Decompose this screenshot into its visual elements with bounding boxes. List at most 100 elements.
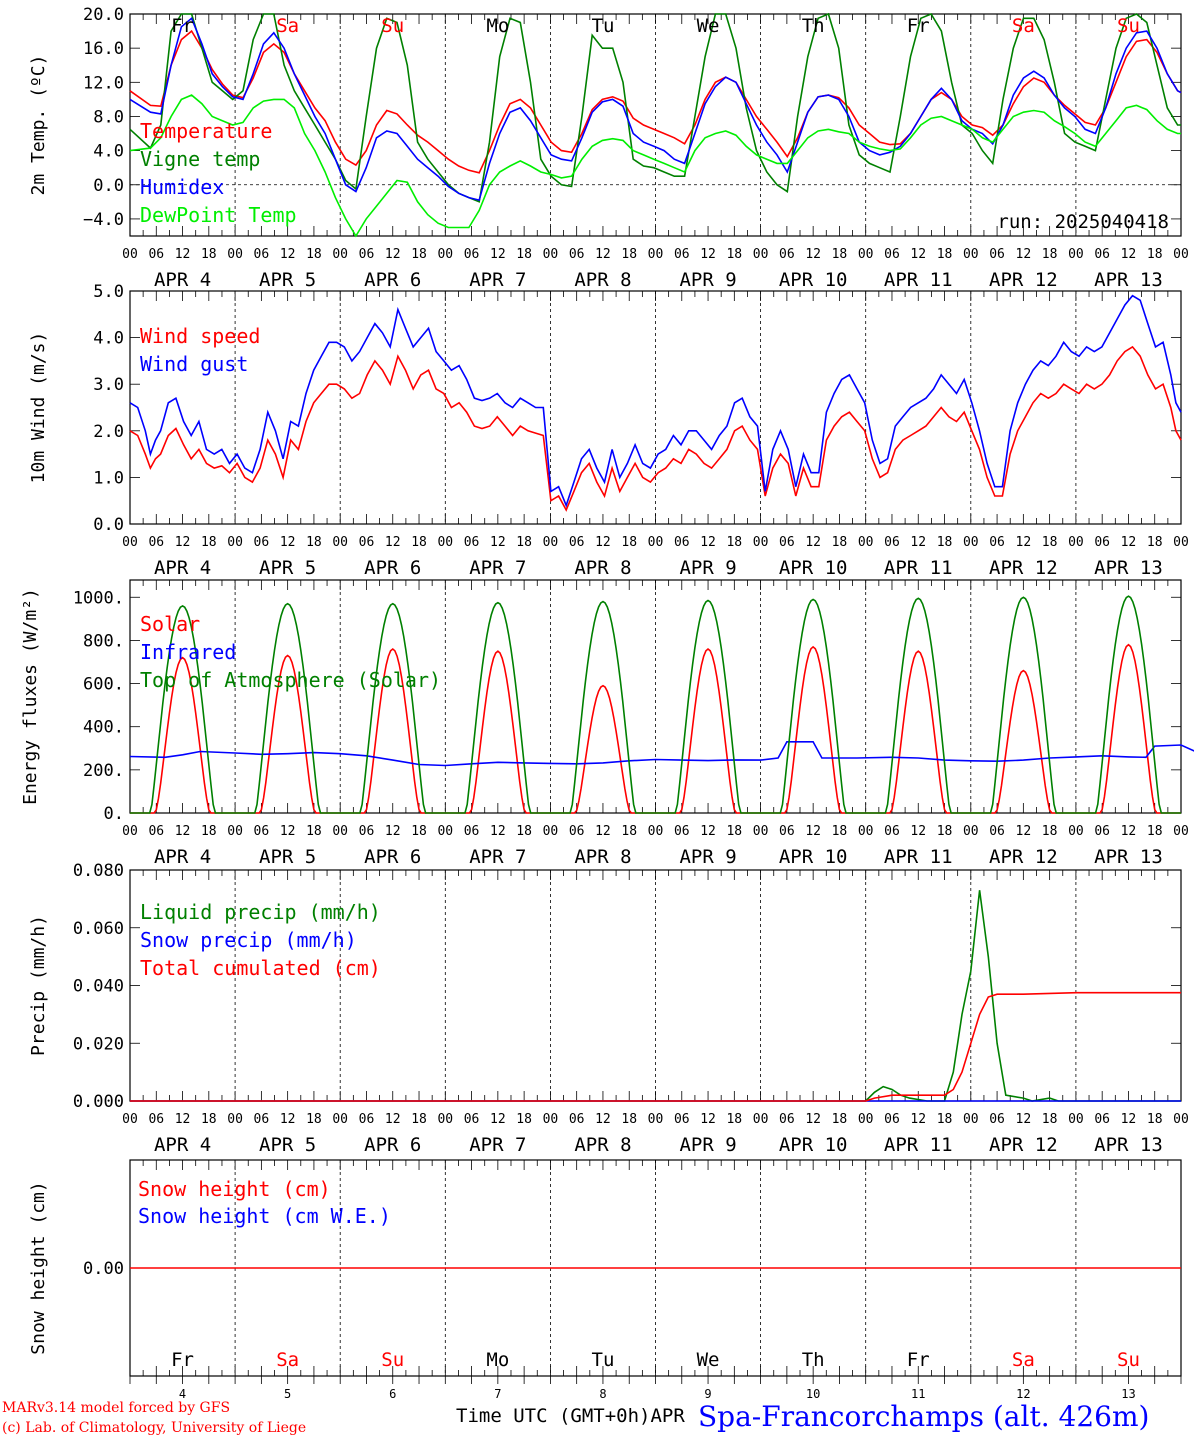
hour-tick-label: 18 [201,1112,217,1127]
day-label: APR 8 [574,269,631,291]
y-tick-label: 0.060 [73,919,124,939]
day-label: APR 7 [469,846,526,868]
hour-tick-label: 18 [832,824,848,839]
series-line [129,29,1182,174]
hour-tick-label: 00 [122,824,138,839]
y-tick-label: 800. [83,631,124,651]
day-label: APR 8 [574,846,631,868]
day-label: APR 13 [1094,846,1163,868]
hour-tick-label: 18 [937,824,953,839]
hour-tick-label: 00 [753,247,769,262]
day-label: APR 5 [259,557,316,579]
hour-tick-label: 12 [490,247,506,262]
y-tick-label: 4.0 [93,329,124,349]
weekday-label: Fr [171,15,194,37]
weekday-label: Th [802,15,825,37]
day-label: APR 9 [679,557,736,579]
hour-tick-label: 12 [280,535,296,550]
hour-tick-label: 12 [805,247,821,262]
hour-tick-label: 06 [884,247,900,262]
series-line [129,16,1182,202]
day-number: 13 [1121,1387,1135,1401]
y-axis-label: 2m Temp. (ºC) [28,55,49,196]
day-label: APR 5 [259,1134,316,1156]
day-number: 10 [806,1387,820,1401]
hour-tick-label: 06 [148,535,164,550]
day-label: APR 6 [364,557,421,579]
hour-tick-label: 18 [726,247,742,262]
day-label: APR 4 [154,846,211,868]
panel-wind: 5.0 4.0 3.0 2.0 1.0 0.0 10m Wind (m/s) 00 06 12 18… [28,282,1189,579]
hour-tick-label: 18 [832,1112,848,1127]
hour-tick-label: 00 [122,535,138,550]
y-tick-label: −4.0 [83,210,124,230]
y-axis-label: 10m Wind (m/s) [28,332,49,484]
hour-tick-label: 06 [779,247,795,262]
y-tick-label: 16.0 [83,39,124,59]
day-label: APR 4 [154,269,211,291]
hour-tick-label: 00 [858,1112,874,1127]
legend-entry: Humidex [140,175,224,199]
footer-model-line: MARv3.14 model forced by GFS [2,1400,231,1416]
footer-copyright-line: (c) Lab. of Climatology, University of L… [2,1420,307,1436]
hour-tick-label: 18 [1147,535,1163,550]
panel-temp: 20.0 16.0 12.0 8.0 4.0 0.0 −4.0 2m Temp. (ºC) 00… [28,5,1189,291]
y-tick-label: 0.00 [83,1259,124,1279]
day-label: APR 13 [1094,269,1163,291]
hour-tick-label: 06 [569,824,585,839]
weekday-label: Sa [1012,15,1035,37]
weekday-label: Su [381,15,404,37]
day-label: APR 6 [364,269,421,291]
legend-entry: Snow height (cm W.E.) [138,1204,391,1228]
hour-tick-label: 00 [753,535,769,550]
hour-tick-label: 06 [1094,535,1110,550]
hour-tick-label: 06 [674,1112,690,1127]
weekday-label: Tu [592,15,615,37]
hour-tick-label: 00 [122,247,138,262]
hour-tick-label: 12 [595,1112,611,1127]
legend-entry: Snow height (cm) [138,1177,331,1201]
hour-tick-label: 06 [989,247,1005,262]
hour-tick-label: 12 [805,1112,821,1127]
y-tick-label: 5.0 [93,282,124,302]
hour-tick-label: 06 [254,247,270,262]
hour-tick-label: 06 [674,824,690,839]
time-axis-month: APR [650,1405,685,1427]
run-label: run: 2025040418 [997,211,1169,233]
hour-tick-label: 00 [332,1112,348,1127]
hour-tick-label: 12 [910,247,926,262]
time-axis-label: Time UTC (GMT+0h)APR [456,1405,685,1427]
hour-tick-label: 12 [385,247,401,262]
hour-tick-label: 12 [910,535,926,550]
series-line [129,345,1182,512]
weekday-label: Mo [486,1349,509,1371]
day-label: APR 7 [469,557,526,579]
y-axis-label: Snow height (cm) [28,1181,49,1354]
hour-tick-label: 12 [700,535,716,550]
hour-tick-label: 18 [726,1112,742,1127]
hour-tick-label: 00 [227,824,243,839]
hour-tick-label: 18 [621,247,637,262]
hour-tick-label: 18 [1147,1112,1163,1127]
hour-tick-label: 00 [1173,247,1189,262]
hour-tick-label: 18 [726,824,742,839]
hour-tick-label: 00 [963,824,979,839]
hour-tick-label: 00 [1068,535,1084,550]
hour-tick-label: 06 [779,1112,795,1127]
hour-tick-label: 12 [175,824,191,839]
hour-tick-label: 00 [437,535,453,550]
hour-tick-label: 00 [227,535,243,550]
weekday-label: Mo [486,15,509,37]
hour-tick-label: 18 [306,535,322,550]
day-number: 7 [494,1387,501,1401]
hour-tick-label: 18 [516,247,532,262]
y-axis-label: Energy fluxes (W/m²) [20,588,41,805]
weekday-label: Th [802,1349,825,1371]
hour-tick-label: 18 [411,535,427,550]
day-label: APR 7 [469,269,526,291]
weekday-label: Fr [907,1349,930,1371]
hour-tick-label: 00 [858,535,874,550]
series-line [129,741,1194,767]
hour-tick-label: 12 [595,824,611,839]
